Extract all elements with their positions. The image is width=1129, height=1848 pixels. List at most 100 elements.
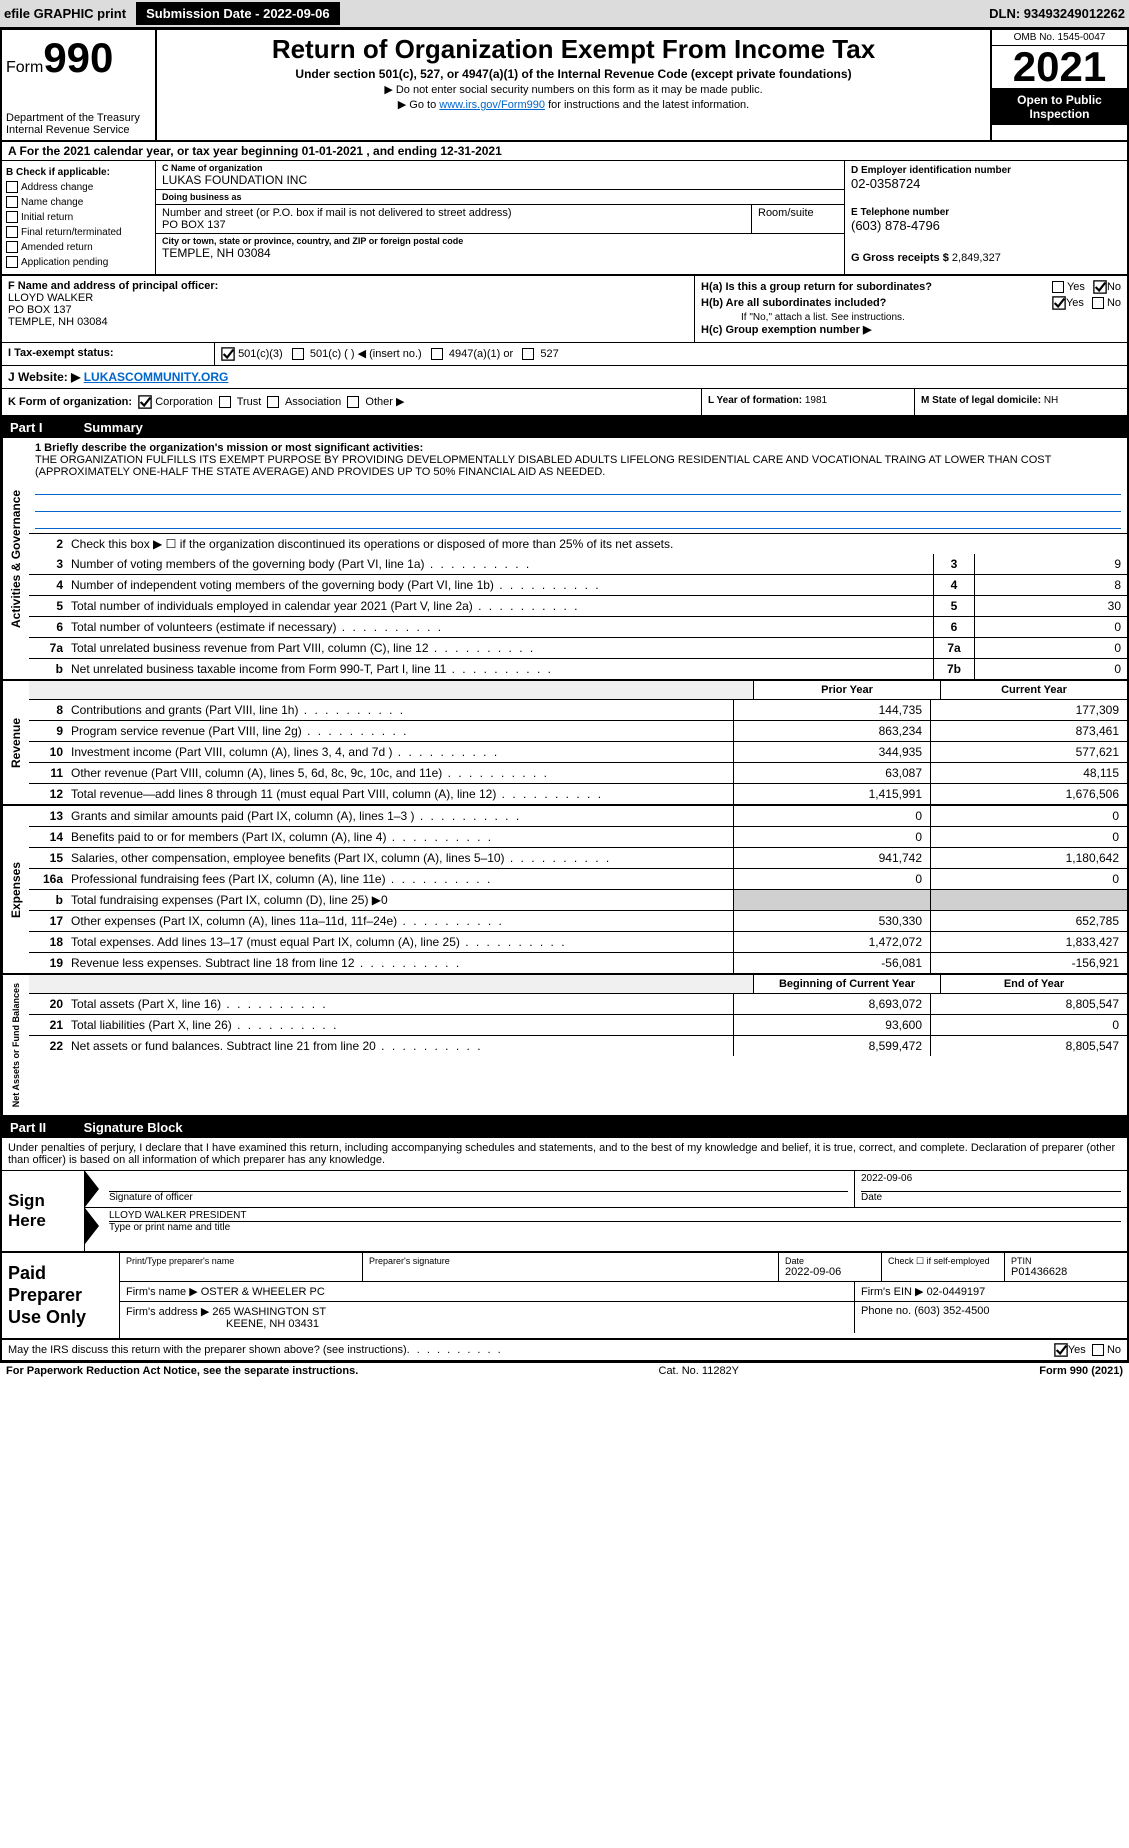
arrow-icon [85, 1208, 99, 1244]
state-domicile-label: M State of legal domicile: [921, 395, 1041, 406]
expense-line: 13Grants and similar amounts paid (Part … [29, 806, 1127, 827]
website-label: J Website: ▶ [8, 370, 80, 384]
ptin-label: PTIN [1011, 1256, 1121, 1266]
part2-title: Signature Block [84, 1120, 183, 1135]
current-year-hdr: Current Year [940, 681, 1127, 699]
street-value: PO BOX 137 [162, 219, 745, 231]
check-self-employed: Check ☐ if self-employed [882, 1253, 1005, 1281]
header-center: Return of Organization Exempt From Incom… [157, 30, 990, 140]
gross-value: 2,849,327 [952, 252, 1001, 264]
cb-527[interactable] [522, 348, 534, 360]
summary-line: 7aTotal unrelated business revenue from … [29, 638, 1127, 659]
year-formation: 1981 [805, 395, 827, 406]
cat-no: Cat. No. 11282Y [358, 1365, 1039, 1377]
cb-amended[interactable] [6, 241, 18, 253]
sig-date-label: Date [861, 1192, 882, 1203]
paid-preparer-block: Paid Preparer Use Only Print/Type prepar… [2, 1253, 1127, 1340]
org-name-label: C Name of organization [162, 163, 838, 173]
submission-date-button[interactable]: Submission Date - 2022-09-06 [136, 2, 340, 25]
revenue-line: 12Total revenue—add lines 8 through 11 (… [29, 784, 1127, 804]
cb-name-change[interactable] [6, 196, 18, 208]
prep-sig-label: Preparer's signature [369, 1256, 772, 1266]
part1-label: Part I [10, 420, 80, 435]
dln-label: DLN: 93493249012262 [989, 6, 1125, 21]
form-note1: ▶ Do not enter social security numbers o… [161, 83, 986, 96]
ha-yes-cb[interactable] [1052, 281, 1064, 293]
cb-address-change[interactable] [6, 181, 18, 193]
ptin-value: P01436628 [1011, 1266, 1121, 1278]
form-note2: ▶ Go to www.irs.gov/Form990 for instruct… [161, 98, 986, 111]
cb-501c[interactable] [292, 348, 304, 360]
part1-title: Summary [84, 420, 143, 435]
opt-app-pending: Application pending [21, 257, 108, 268]
discuss-row: May the IRS discuss this return with the… [2, 1340, 1127, 1361]
hc-label: H(c) Group exemption number ▶ [701, 323, 871, 336]
header-right: OMB No. 1545-0047 2021 Open to Public In… [990, 30, 1127, 140]
revenue-line: 9Program service revenue (Part VIII, lin… [29, 721, 1127, 742]
prior-year-hdr: Prior Year [753, 681, 940, 699]
summary-line: 5Total number of individuals employed in… [29, 596, 1127, 617]
cb-initial-return[interactable] [6, 211, 18, 223]
irs-link[interactable]: www.irs.gov/Form990 [439, 99, 545, 111]
col-l-year: L Year of formation: 1981 [702, 389, 915, 415]
year-formation-label: L Year of formation: [708, 395, 802, 406]
netassets-line: 20Total assets (Part X, line 16)8,693,07… [29, 994, 1127, 1015]
prep-name-label: Print/Type preparer's name [126, 1256, 356, 1266]
note2-pre: ▶ Go to [398, 99, 439, 111]
firm-ein-label: Firm's EIN ▶ [861, 1286, 924, 1298]
firm-ein: 02-0449197 [927, 1286, 986, 1298]
opt-amended: Amended return [21, 242, 93, 253]
dept-irs: Internal Revenue Service [6, 124, 151, 136]
org-name: LUKAS FOUNDATION INC [162, 173, 838, 187]
arrow-icon [85, 1171, 99, 1207]
form-990-container: Form990 Department of the Treasury Inter… [0, 28, 1129, 1363]
tax-year: 2021 [992, 46, 1127, 89]
city-value: TEMPLE, NH 03084 [162, 246, 838, 260]
city-label: City or town, state or province, country… [162, 236, 838, 246]
opt-501c3: 501(c)(3) [238, 348, 283, 360]
cb-final-return[interactable] [6, 226, 18, 238]
tax-exempt-label: I Tax-exempt status: [2, 343, 215, 365]
opt-initial-return: Initial return [21, 212, 73, 223]
section-fh: F Name and address of principal officer:… [2, 276, 1127, 343]
discuss-no: No [1107, 1344, 1121, 1356]
tax-year-range: A For the 2021 calendar year, or tax yea… [8, 144, 502, 158]
form-header: Form990 Department of the Treasury Inter… [2, 30, 1127, 142]
hb-label: H(b) Are all subordinates included? [701, 297, 886, 309]
efile-top-bar: efile GRAPHIC print Submission Date - 20… [0, 0, 1129, 28]
website-link[interactable]: LUKASCOMMUNITY.ORG [84, 370, 229, 384]
discuss-no-cb[interactable] [1092, 1344, 1104, 1356]
cb-assoc[interactable] [267, 396, 279, 408]
check-icon [1052, 296, 1066, 310]
cb-4947[interactable] [431, 348, 443, 360]
netassets-line: 21Total liabilities (Part X, line 26)93,… [29, 1015, 1127, 1036]
firm-name: OSTER & WHEELER PC [201, 1286, 325, 1298]
col-m-state: M State of legal domicile: NH [915, 389, 1127, 415]
row-klm: K Form of organization: Corporation Trus… [2, 389, 1127, 417]
check-icon [1093, 280, 1107, 294]
hb-no-cb[interactable] [1092, 297, 1104, 309]
netassets-line: 22Net assets or fund balances. Subtract … [29, 1036, 1127, 1056]
ha-yes: Yes [1067, 281, 1085, 293]
cb-other[interactable] [347, 396, 359, 408]
form-number: 990 [43, 34, 113, 81]
officer-label: F Name and address of principal officer: [8, 280, 218, 292]
check-icon [138, 395, 152, 409]
side-revenue: Revenue [2, 681, 29, 804]
prep-date-label: Date [785, 1256, 875, 1266]
part2-header: Part II Signature Block [2, 1117, 1127, 1138]
summary-line: 3Number of voting members of the governi… [29, 554, 1127, 575]
revenue-line: 11Other revenue (Part VIII, column (A), … [29, 763, 1127, 784]
officer-name: LLOYD WALKER [8, 292, 93, 304]
cb-app-pending[interactable] [6, 256, 18, 268]
form-label: Form [6, 59, 43, 76]
activities-governance: Activities & Governance 1 Briefly descri… [2, 438, 1127, 681]
cb-trust[interactable] [219, 396, 231, 408]
exempt-options: 501(c)(3) 501(c) ( ) ◀ (insert no.) 4947… [215, 343, 1127, 365]
penalty-text: Under penalties of perjury, I declare th… [2, 1138, 1127, 1171]
state-domicile: NH [1044, 395, 1058, 406]
form-ref: Form 990 (2021) [1039, 1365, 1123, 1377]
opt-final-return: Final return/terminated [21, 227, 122, 238]
expenses-section: Expenses 13Grants and similar amounts pa… [2, 806, 1127, 975]
col-k-form-org: K Form of organization: Corporation Trus… [2, 389, 702, 415]
